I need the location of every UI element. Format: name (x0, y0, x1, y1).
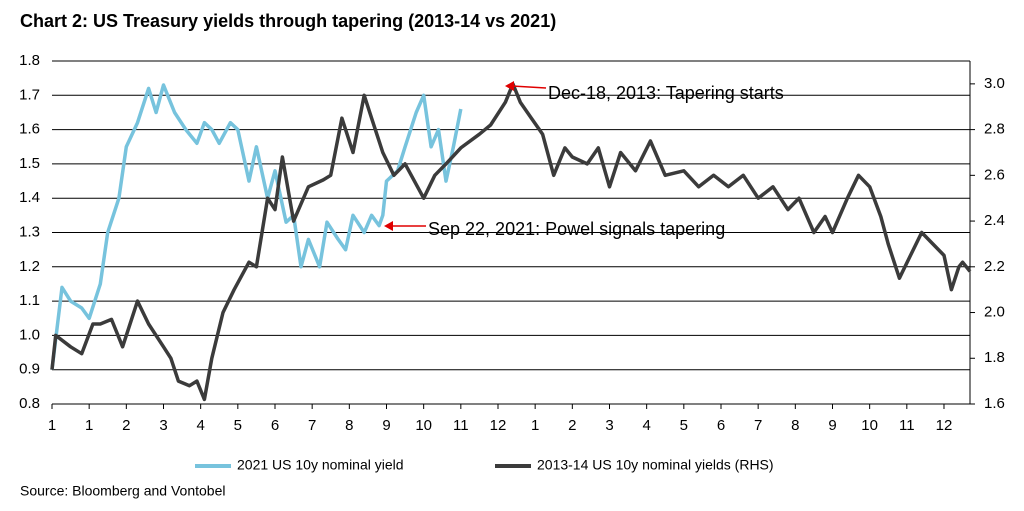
legend-label: 2021 US 10y nominal yield (237, 457, 404, 473)
arrowhead (505, 81, 514, 91)
x-tick-label: 8 (791, 417, 799, 434)
y-tick-label: 1.8 (19, 52, 40, 69)
y-tick-label: 0.9 (19, 361, 40, 378)
y2-tick-label: 2.6 (984, 166, 1005, 183)
chart-title: Chart 2: US Treasury yields through tape… (20, 11, 556, 31)
y-tick-label: 1.2 (19, 258, 40, 275)
x-tick-label: 11 (453, 417, 469, 434)
y2-tick-label: 1.8 (984, 349, 1005, 366)
y-tick-label: 1.4 (19, 189, 40, 206)
x-tick-label: 2 (122, 417, 130, 434)
series-line (50, 83, 463, 370)
y2-tick-label: 2.4 (984, 212, 1005, 229)
x-tick-label: 7 (754, 417, 762, 434)
y2-tick-label: 2.0 (984, 304, 1005, 321)
x-tick-label: 5 (234, 417, 242, 434)
arrow (511, 85, 547, 89)
y-tick-label: 1.0 (19, 326, 40, 343)
x-tick-label: 10 (861, 417, 878, 434)
x-tick-label: 2 (568, 417, 576, 434)
x-tick-label: 4 (642, 417, 650, 434)
y-tick-label: 1.5 (19, 155, 40, 172)
x-tick-label: 9 (382, 417, 390, 434)
x-tick-label: 8 (345, 417, 353, 434)
y-tick-label: 1.7 (19, 86, 40, 103)
y2-tick-label: 1.6 (984, 395, 1005, 412)
x-tick-label: 1 (48, 417, 56, 434)
annotations: Dec-18, 2013: Tapering starts Sep 22, 20… (384, 81, 784, 239)
annotation: Dec-18, 2013: Tapering starts (548, 83, 784, 103)
arrowhead (384, 221, 393, 231)
annotation: Sep 22, 2021: Powel signals tapering (428, 219, 725, 239)
x-tick-label: 4 (196, 417, 204, 434)
y-tick-label: 0.8 (19, 395, 40, 412)
series-line (50, 82, 972, 402)
x-tick-label: 10 (415, 417, 432, 434)
source: Source: Bloomberg and Vontobel (20, 483, 225, 499)
legend-label: 2013-14 US 10y nominal yields (RHS) (537, 457, 774, 473)
y2-tick-label: 2.8 (984, 121, 1005, 138)
x-tick-label: 5 (680, 417, 688, 434)
x-tick-label: 6 (271, 417, 279, 434)
x-tick-label: 12 (490, 417, 507, 434)
x-tick-label: 6 (717, 417, 725, 434)
x-tick-label: 12 (936, 417, 953, 434)
y-tick-label: 1.1 (19, 292, 40, 309)
y-tick-label: 1.6 (19, 121, 40, 138)
x-tick-label: 3 (605, 417, 613, 434)
y2-tick-label: 3.0 (984, 75, 1005, 92)
x-tick-label: 9 (828, 417, 836, 434)
x-tick-label: 11 (899, 417, 915, 434)
x-tick-label: 7 (308, 417, 316, 434)
y2-tick-label: 2.2 (984, 258, 1005, 275)
x-tick-label: 1 (531, 417, 539, 434)
x-tick-label: 1 (85, 417, 93, 434)
y-tick-label: 1.3 (19, 223, 40, 240)
x-tick-label: 3 (159, 417, 167, 434)
